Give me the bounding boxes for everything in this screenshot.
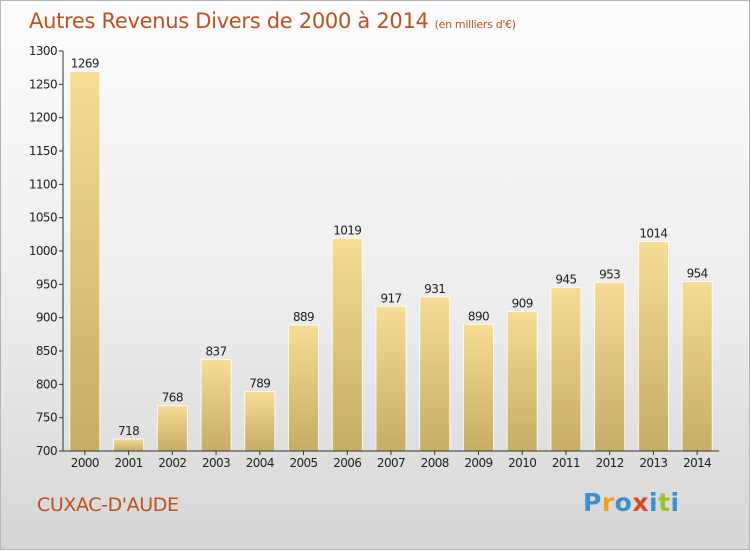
logo-letter: i	[670, 488, 680, 517]
x-tick-label: 2004	[246, 456, 274, 470]
y-tick-label: 850	[36, 344, 57, 358]
logo-letter: r	[601, 488, 615, 517]
logo-letter: o	[614, 488, 633, 517]
bar-value-label: 890	[468, 309, 489, 323]
bar-value-label: 909	[512, 297, 533, 311]
y-tick-label: 800	[36, 377, 57, 391]
proxiti-logo: Proxiti	[583, 488, 680, 517]
y-tick-label: 900	[36, 311, 57, 325]
bar-value-label: 917	[380, 291, 401, 305]
bar	[594, 281, 626, 452]
y-tick-label: 1250	[29, 77, 57, 91]
bar-value-label: 1269	[71, 57, 99, 71]
x-tick-label: 2000	[71, 456, 99, 470]
x-tick-label: 2001	[115, 456, 143, 470]
x-axis: 2000 2001 2002 2003 2004 2005 2006 2007 2008 2009…	[63, 450, 719, 470]
bar	[419, 296, 451, 452]
y-axis: 700 750 800 850 900 950 1000 1050 1100 1150 1200 12…	[29, 44, 64, 458]
y-tick-label: 750	[36, 411, 57, 425]
logo-letter: P	[583, 488, 602, 517]
bar	[550, 287, 582, 452]
bar	[69, 71, 101, 452]
x-tick-label: 2002	[158, 456, 186, 470]
bar	[681, 281, 713, 452]
place-name: CUXAC-D'AUDE	[37, 494, 179, 516]
bar	[375, 305, 407, 452]
x-tick-label: 2010	[508, 456, 536, 470]
x-tick-label: 2013	[639, 456, 667, 470]
logo-letter: i	[649, 488, 659, 517]
bars: 1269 718 768 837 789 889 1019 917 931 890 909 945 95…	[69, 57, 713, 452]
y-tick-label: 1100	[29, 177, 57, 191]
x-tick-label: 2003	[202, 456, 230, 470]
logo-letter: t	[658, 488, 671, 517]
bar-value-label: 837	[206, 345, 227, 359]
bar-value-label: 718	[118, 424, 139, 438]
bar-value-label: 768	[162, 391, 183, 405]
chart-title: Autres Revenus Divers de 2000 à 2014 (en …	[29, 9, 516, 33]
x-tick-label: 2008	[421, 456, 449, 470]
x-tick-label: 2012	[596, 456, 624, 470]
bar	[331, 237, 363, 452]
y-tick-label: 1150	[29, 144, 57, 158]
bar	[638, 241, 669, 452]
bar	[113, 438, 144, 452]
bar	[506, 311, 538, 452]
y-tick-label: 700	[36, 444, 57, 458]
bar-value-label: 945	[555, 273, 576, 287]
bar-value-label: 953	[599, 267, 620, 281]
bar	[156, 405, 188, 452]
x-tick-label: 2007	[377, 456, 405, 470]
y-tick-label: 1200	[29, 111, 57, 125]
bar-value-label: 889	[293, 310, 314, 324]
bar-value-label: 954	[687, 267, 708, 281]
x-tick-label: 2009	[464, 456, 492, 470]
bar-value-label: 931	[424, 282, 445, 296]
bar	[463, 323, 494, 452]
bar-value-label: 1014	[639, 227, 667, 241]
y-tick-label: 1050	[29, 211, 57, 225]
y-tick-label: 1000	[29, 244, 57, 258]
chart-title-text: Autres Revenus Divers de 2000 à 2014	[29, 9, 429, 33]
bar-value-label: 789	[249, 377, 270, 391]
chart-subtitle: (en milliers d'€)	[434, 18, 516, 31]
x-tick-label: 2014	[683, 456, 711, 470]
bar	[288, 324, 319, 452]
x-tick-label: 2006	[333, 456, 361, 470]
y-tick-label: 1300	[29, 44, 57, 58]
logo-letter: x	[632, 488, 649, 517]
y-tick-label: 950	[36, 277, 57, 291]
bar-value-label: 1019	[333, 223, 361, 237]
bar	[200, 359, 232, 452]
x-tick-label: 2005	[289, 456, 317, 470]
bar	[244, 391, 276, 452]
x-tick-label: 2011	[552, 456, 580, 470]
